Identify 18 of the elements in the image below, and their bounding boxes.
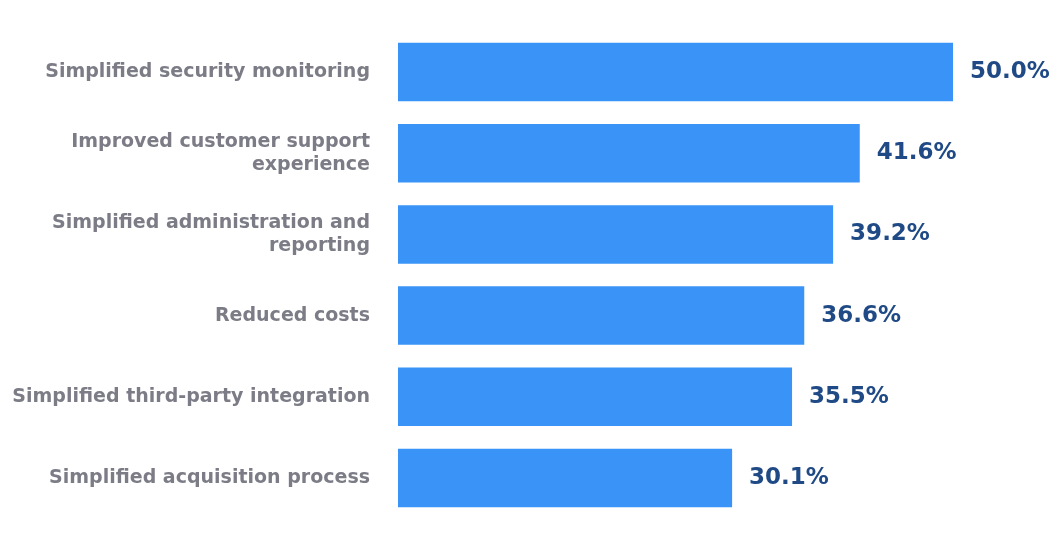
y-tick-label: Simplified administration and reporting — [52, 209, 370, 255]
data-label: 50.0% — [970, 56, 1050, 83]
data-label: 39.2% — [850, 219, 930, 246]
data-label: 41.6% — [876, 138, 957, 165]
data-label: 30.1% — [749, 462, 829, 489]
bar — [398, 123, 860, 183]
y-tick-label: Improved customer support experience — [71, 128, 370, 174]
data-label: 36.6% — [821, 300, 902, 327]
y-tick-label: Reduced costs — [214, 302, 370, 325]
bar — [398, 42, 953, 102]
bar — [398, 448, 733, 508]
bar — [398, 286, 805, 345]
bar — [398, 205, 834, 264]
y-tick-label: Simplified security monitoring — [45, 58, 370, 81]
y-tick-label: Simplified third-party integration — [12, 383, 370, 406]
data-label: 35.5% — [809, 381, 889, 408]
y-tick-label: Simplified acquisition process — [49, 464, 370, 487]
bar — [398, 367, 793, 427]
